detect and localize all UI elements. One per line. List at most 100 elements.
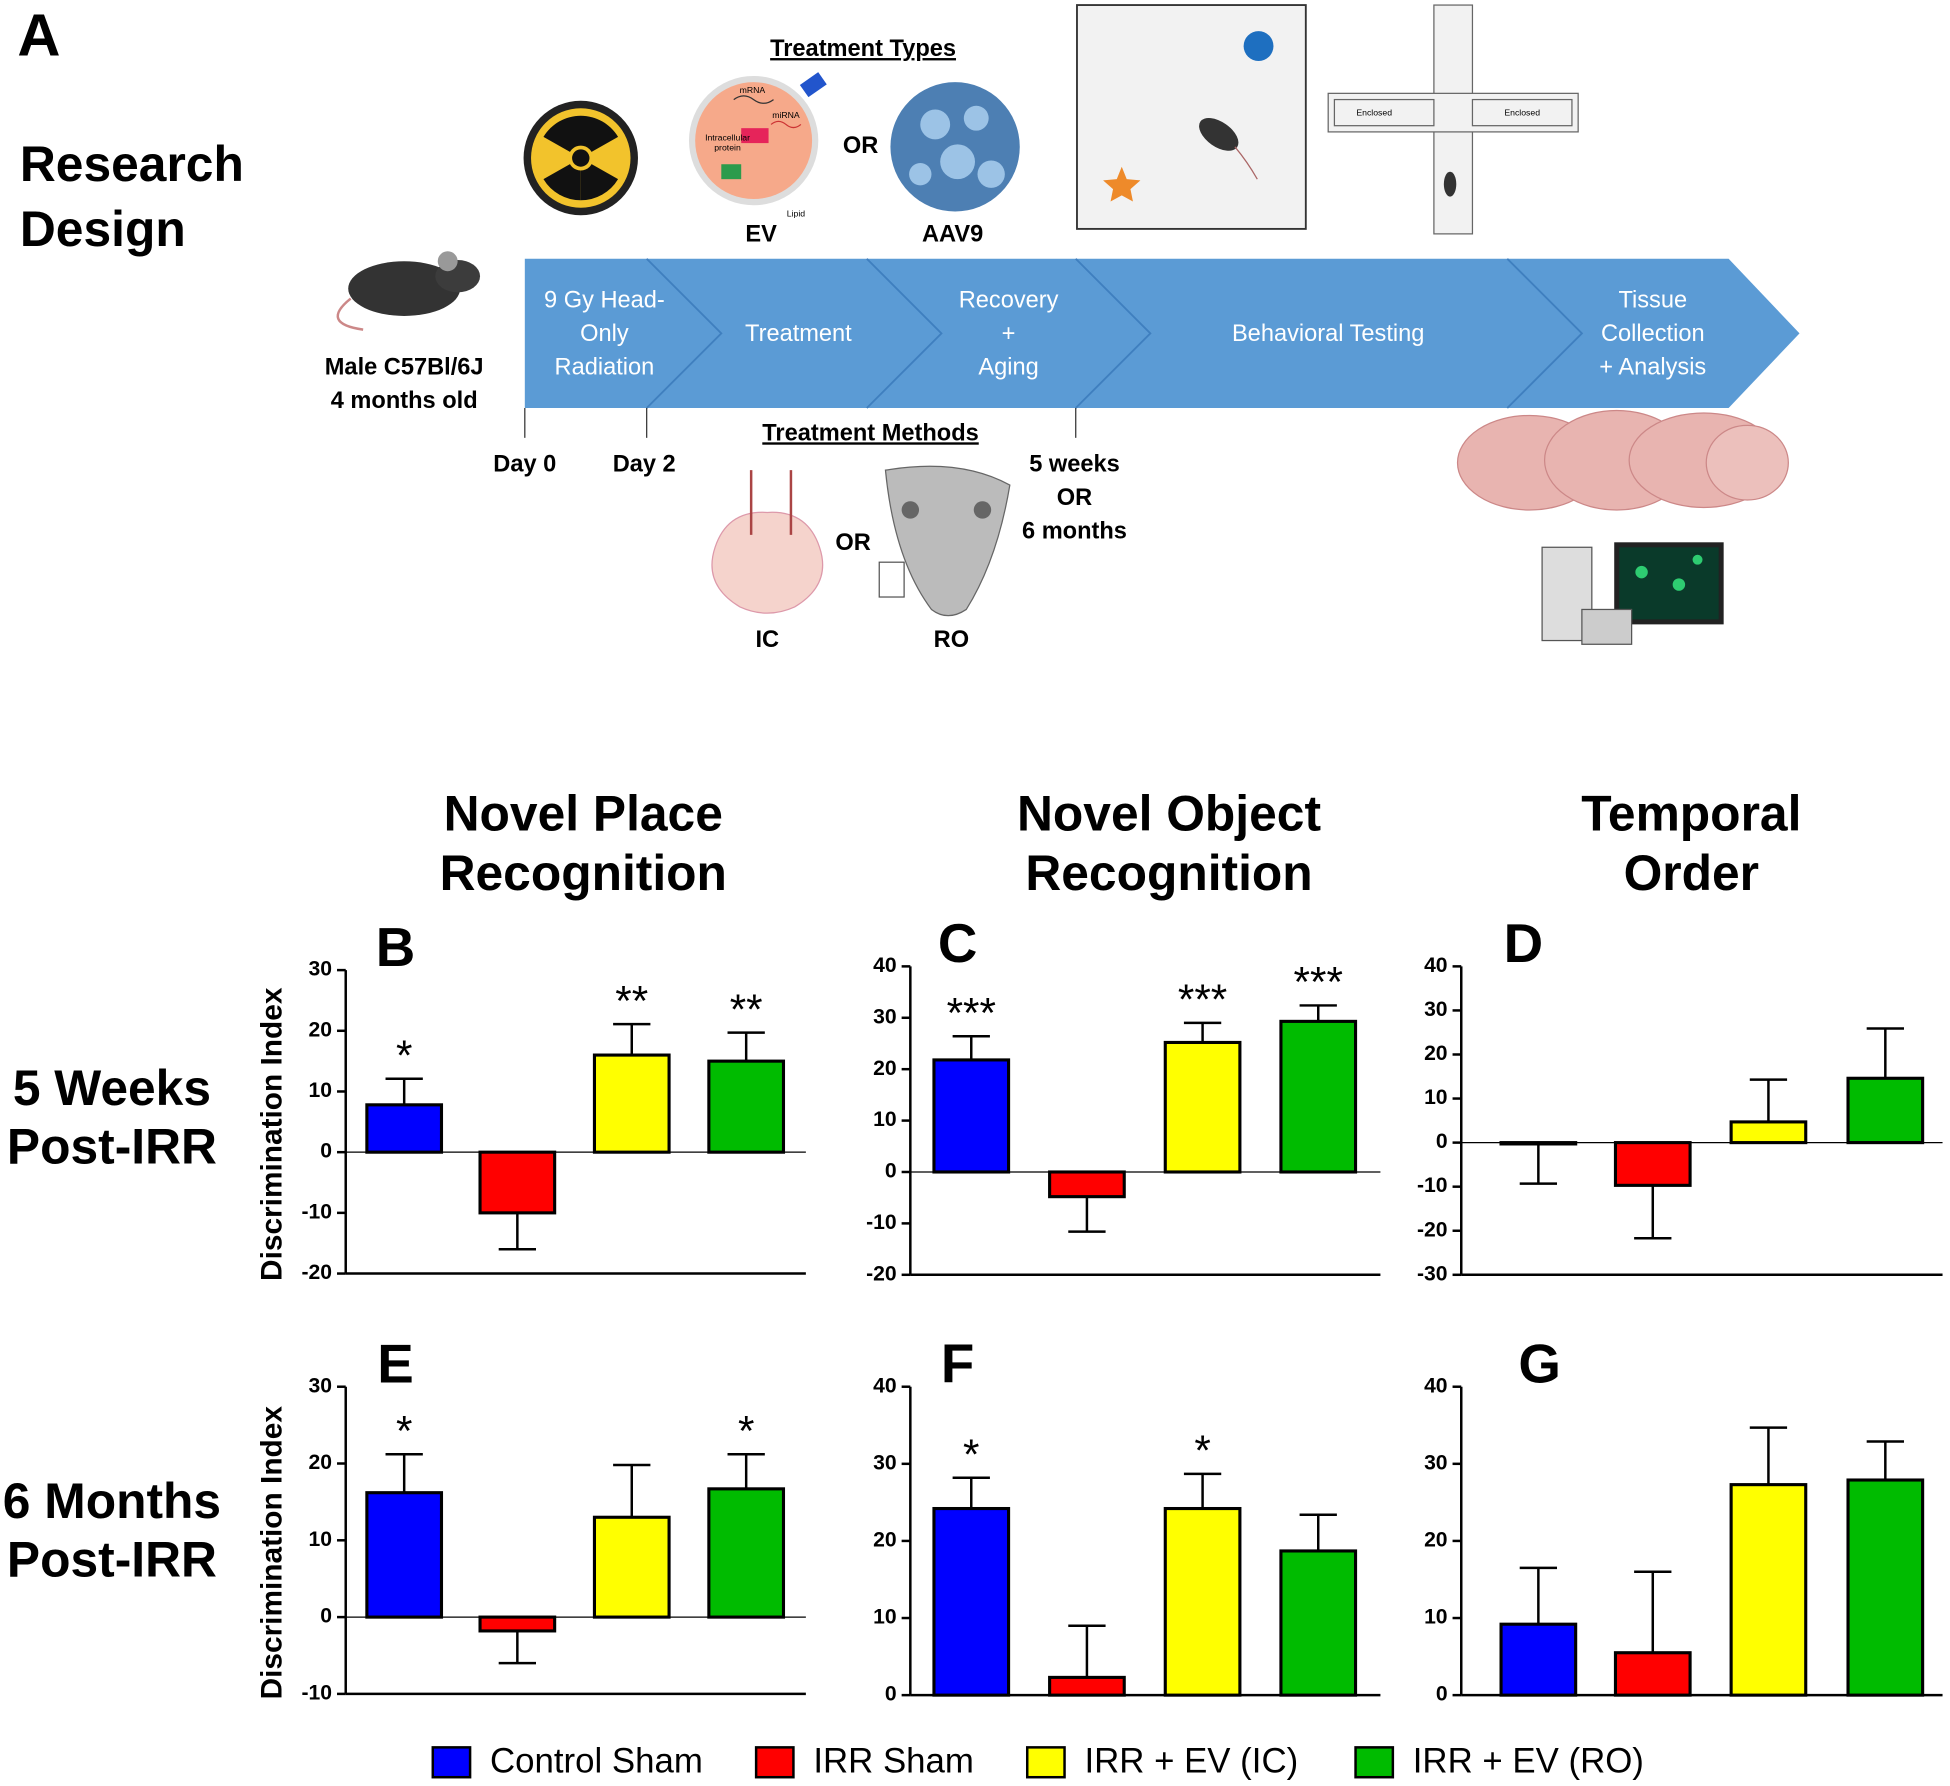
ro-icon xyxy=(878,465,1011,617)
column-header: Temporal xyxy=(1581,785,1801,841)
panel-letter: G xyxy=(1518,1333,1561,1395)
aav-icon xyxy=(890,82,1020,212)
y-tick-label: 40 xyxy=(873,1374,897,1397)
stage-label: Tissue xyxy=(1618,287,1687,313)
bar xyxy=(1048,1675,1126,1697)
bar xyxy=(478,1150,557,1215)
y-tick-label: 10 xyxy=(309,1528,332,1551)
ev-label: miRNA xyxy=(772,110,800,120)
error-bar xyxy=(952,1035,990,1060)
column-header: Recognition xyxy=(440,845,727,901)
stage-label: Recovery xyxy=(959,287,1059,313)
error-bar xyxy=(1749,1078,1788,1122)
y-tick-label: 30 xyxy=(1424,998,1448,1021)
mouse-icon xyxy=(336,251,481,331)
panel-letter: D xyxy=(1504,912,1544,974)
ic-label: IC xyxy=(756,627,780,653)
y-tick-label: 10 xyxy=(873,1606,897,1629)
stage-label: Aging xyxy=(978,354,1038,380)
ro-label: RO xyxy=(934,627,969,653)
stage-label: + xyxy=(1002,321,1016,347)
y-tick-label: 20 xyxy=(309,1018,332,1041)
error-bar xyxy=(727,1453,765,1489)
significance: *** xyxy=(1294,959,1343,1006)
bar xyxy=(1279,1549,1358,1697)
heading: Treatment Types xyxy=(770,36,956,62)
row-header: 6 Months xyxy=(3,1473,221,1529)
y-tick-label: 20 xyxy=(309,1451,332,1474)
aav-label: AAV9 xyxy=(922,221,983,247)
day-label: Day 2 xyxy=(613,451,676,477)
y-tick-label: -10 xyxy=(302,1681,333,1704)
bar xyxy=(1499,1141,1578,1146)
stage-label: Radiation xyxy=(555,354,655,380)
y-tick-label: -30 xyxy=(1417,1262,1448,1285)
radiation-icon xyxy=(523,100,638,216)
timing-label: 5 weeks xyxy=(1029,451,1120,477)
y-axis-label: Discrimination Index xyxy=(255,987,288,1281)
bar xyxy=(1499,1622,1578,1697)
y-tick-label: 0 xyxy=(885,1160,897,1183)
significance: * xyxy=(1194,1427,1210,1474)
bar xyxy=(707,1059,786,1154)
y-axis-label: Discrimination Index xyxy=(255,1406,288,1700)
ev-label: EV xyxy=(745,221,777,247)
stage-label: 9 Gy Head- xyxy=(544,287,665,313)
ic-icon xyxy=(711,470,824,614)
bar xyxy=(1163,1506,1242,1697)
bar xyxy=(1846,1076,1925,1145)
column-header: Novel Place xyxy=(444,785,723,841)
error-bar xyxy=(1519,1566,1558,1625)
significance: ** xyxy=(730,986,763,1033)
panel-letter: A xyxy=(17,2,60,69)
significance: * xyxy=(738,1408,754,1455)
error-bar xyxy=(1634,1185,1672,1240)
y-tick-label: 0 xyxy=(320,1605,332,1628)
y-tick-label: 20 xyxy=(1424,1042,1448,1065)
y-tick-label: 40 xyxy=(1424,954,1448,977)
mouse-label: Male C57Bl/6J xyxy=(325,354,484,380)
bar xyxy=(1613,1651,1692,1697)
timing-label: OR xyxy=(1057,485,1092,511)
bar xyxy=(592,1053,671,1154)
y-tick-label: 40 xyxy=(873,954,897,977)
plus-maze xyxy=(1327,4,1579,235)
bar xyxy=(365,1103,444,1154)
timing-label: 6 months xyxy=(1022,519,1127,545)
legend-swatch xyxy=(431,1746,472,1779)
bar xyxy=(932,1506,1011,1697)
bar xyxy=(1729,1483,1808,1697)
ev-label: protein xyxy=(714,142,741,152)
y-tick-label: -10 xyxy=(302,1200,333,1223)
bar xyxy=(707,1487,786,1619)
error-bar xyxy=(385,1077,423,1105)
stage-label: Only xyxy=(580,321,629,347)
y-tick-label: 0 xyxy=(1436,1683,1448,1706)
y-tick-label: 20 xyxy=(873,1057,897,1080)
microscope xyxy=(1541,542,1724,645)
bar xyxy=(1163,1040,1242,1174)
error-bar xyxy=(613,1463,651,1518)
y-tick-label: 30 xyxy=(309,958,332,981)
legend-label: IRR + EV (RO) xyxy=(1413,1742,1644,1781)
y-tick-label: 0 xyxy=(885,1683,897,1706)
y-tick-label: 30 xyxy=(1424,1451,1448,1474)
legend-swatch xyxy=(754,1746,795,1779)
mouse-label: 4 months old xyxy=(331,388,478,414)
error-bar xyxy=(498,1212,537,1251)
timeline-arrow xyxy=(524,258,1800,438)
column-header: Recognition xyxy=(1025,845,1312,901)
maze-label: Enclosed xyxy=(1504,108,1540,118)
error-bar xyxy=(1866,1027,1904,1079)
error-bar xyxy=(1749,1426,1788,1485)
significance: * xyxy=(396,1032,412,1079)
error-bar xyxy=(1299,1004,1337,1022)
error-bar xyxy=(1519,1143,1558,1185)
legend-swatch xyxy=(1025,1746,1066,1779)
y-tick-label: 40 xyxy=(1424,1374,1448,1397)
design-title: Design xyxy=(20,201,186,257)
stage-label: Collection xyxy=(1601,321,1705,347)
bar xyxy=(1729,1120,1808,1145)
ev-icon xyxy=(688,72,827,206)
